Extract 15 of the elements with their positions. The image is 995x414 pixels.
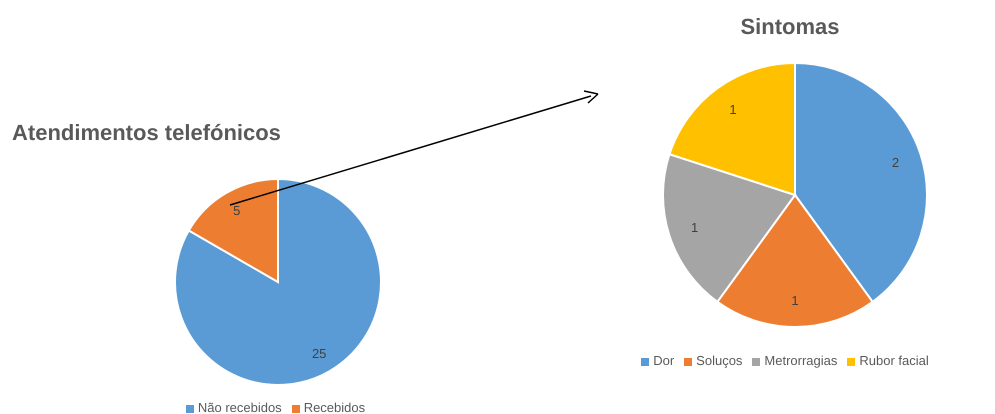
legend-label: Soluços bbox=[696, 353, 742, 368]
legend-label: Dor bbox=[653, 353, 674, 368]
data-label: 5 bbox=[233, 203, 240, 218]
pie-slice bbox=[174, 178, 382, 386]
legend-label: Metrorragias bbox=[764, 353, 838, 368]
legend-label: Não recebidos bbox=[198, 400, 282, 414]
legend-label: Recebidos bbox=[304, 400, 366, 414]
legend-label: Rubor facial bbox=[859, 353, 929, 368]
chart-title: Sintomas bbox=[739, 14, 841, 40]
data-label: 1 bbox=[690, 220, 698, 236]
data-label: 25 bbox=[312, 346, 326, 361]
data-label: 1 bbox=[729, 102, 737, 118]
chart-title: Atendimentos telefónicos bbox=[12, 120, 281, 146]
data-label: 2 bbox=[892, 154, 900, 170]
data-label: 1 bbox=[791, 293, 799, 308]
